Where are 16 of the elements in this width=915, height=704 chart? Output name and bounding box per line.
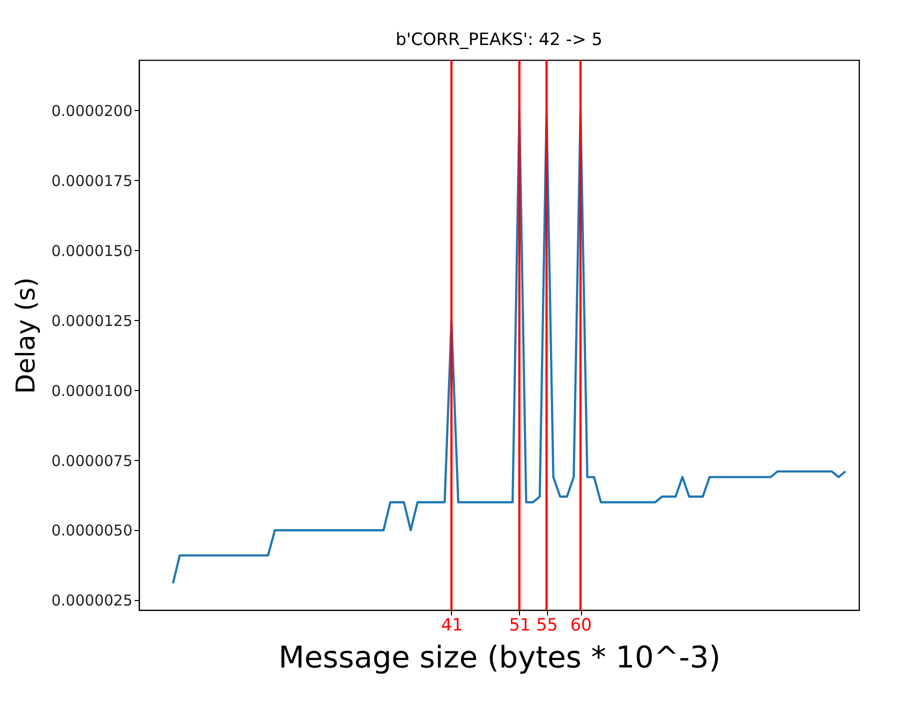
x-tick-label: 60 <box>570 616 592 636</box>
y-tick-label: 0.0000125 <box>51 312 132 330</box>
x-tick-label: 55 <box>536 616 558 636</box>
y-tick-label: 0.0000200 <box>51 102 132 120</box>
y-tick-label: 0.0000025 <box>51 592 132 610</box>
chart-title: b'CORR_PEAKS': 42 -> 5 <box>396 30 602 50</box>
line-series <box>172 109 847 585</box>
y-tick-label: 0.0000100 <box>51 382 132 400</box>
x-axis-title: Message size (bytes * 10^-3) <box>278 640 721 676</box>
x-tick-label: 41 <box>441 616 463 636</box>
y-axis-title: Delay (s) <box>11 277 42 394</box>
y-tick-label: 0.0000075 <box>51 452 132 470</box>
y-tick-label: 0.0000175 <box>51 172 132 190</box>
y-tick-label: 0.0000050 <box>51 522 132 540</box>
x-tick-label: 51 <box>509 616 531 636</box>
y-tick-label: 0.0000150 <box>51 242 132 260</box>
